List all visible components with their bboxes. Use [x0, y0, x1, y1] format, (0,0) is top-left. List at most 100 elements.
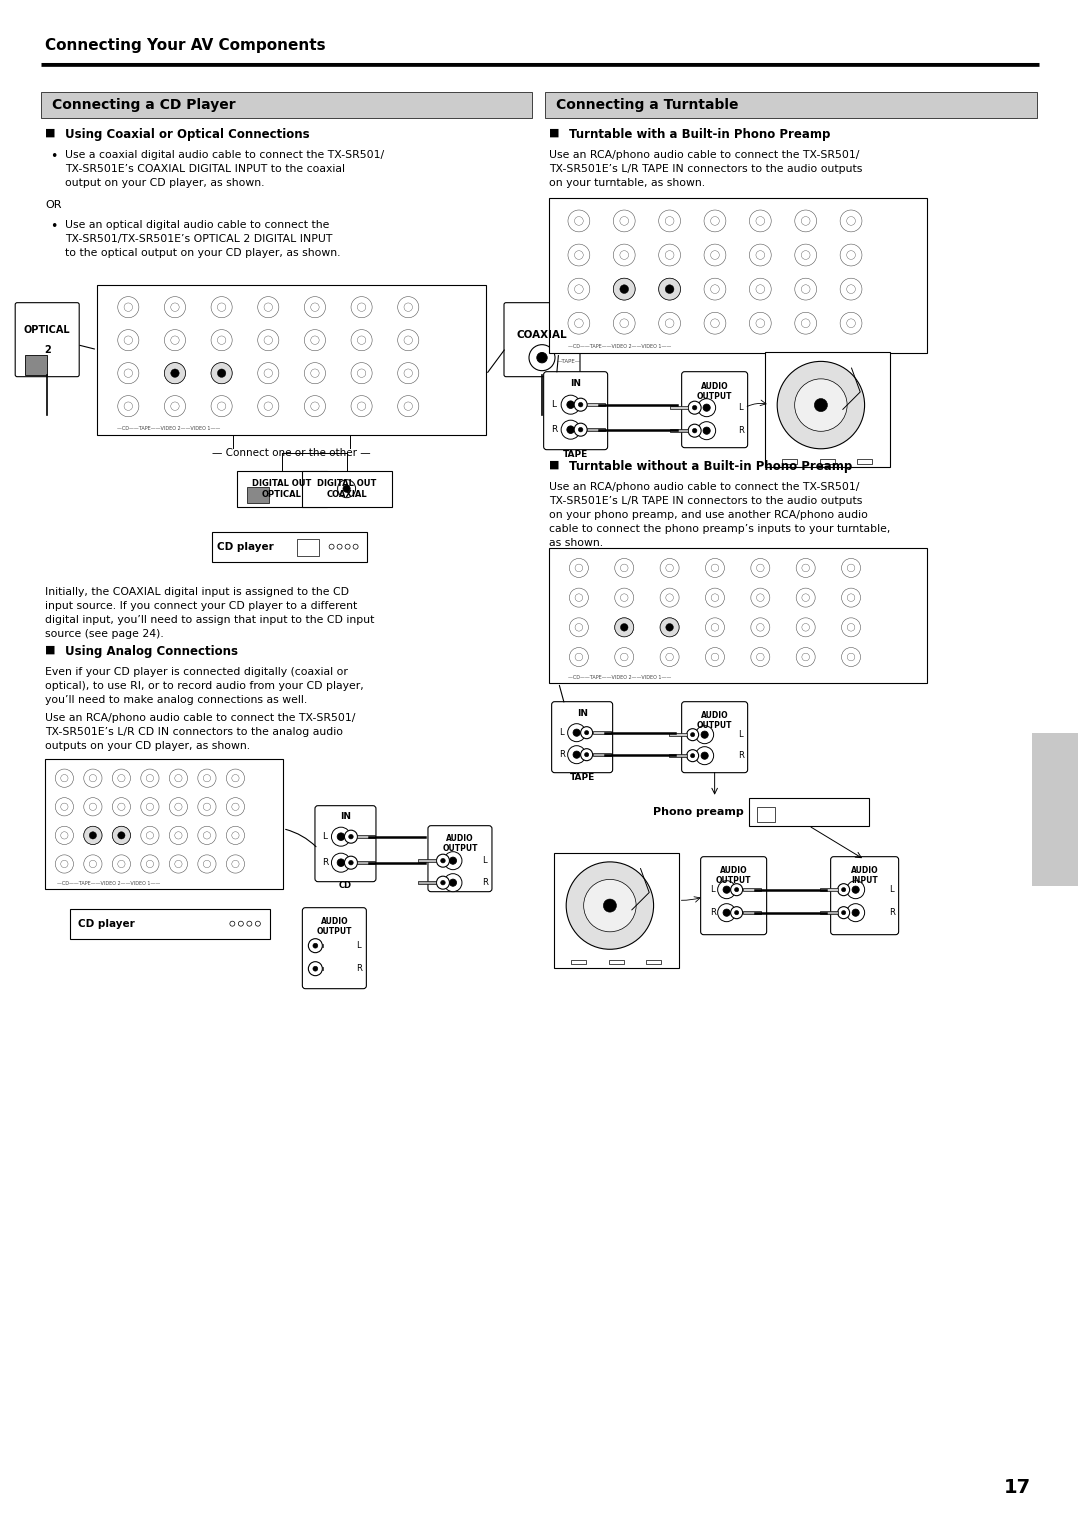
Circle shape [701, 730, 708, 738]
FancyBboxPatch shape [593, 753, 610, 756]
Text: OPTICAL: OPTICAL [24, 324, 70, 335]
Circle shape [84, 827, 102, 845]
FancyBboxPatch shape [669, 733, 687, 736]
FancyBboxPatch shape [545, 92, 1037, 118]
Text: ■: ■ [45, 645, 56, 654]
Circle shape [847, 880, 865, 898]
Circle shape [660, 617, 679, 637]
Circle shape [583, 879, 636, 932]
Circle shape [309, 938, 322, 952]
Text: Even if your CD player is connected digitally (coaxial or
optical), to use RI, o: Even if your CD player is connected digi… [45, 666, 364, 704]
FancyBboxPatch shape [70, 909, 270, 938]
FancyBboxPatch shape [588, 428, 605, 431]
Circle shape [349, 860, 353, 865]
Circle shape [349, 834, 353, 839]
Text: —CD——TAPE——VIDEO 2——VIDEO 1——: —CD——TAPE——VIDEO 2——VIDEO 1—— [117, 426, 220, 431]
FancyBboxPatch shape [301, 471, 392, 507]
Circle shape [613, 278, 635, 299]
Circle shape [692, 428, 697, 432]
FancyBboxPatch shape [25, 354, 48, 374]
FancyBboxPatch shape [646, 960, 661, 964]
Text: Using Coaxial or Optical Connections: Using Coaxial or Optical Connections [66, 128, 310, 141]
FancyBboxPatch shape [609, 960, 623, 964]
Circle shape [838, 906, 850, 918]
Circle shape [731, 906, 743, 918]
FancyBboxPatch shape [549, 197, 927, 353]
Text: L: L [551, 400, 555, 410]
FancyBboxPatch shape [554, 853, 678, 967]
FancyBboxPatch shape [302, 908, 366, 989]
Text: AUDIO
OUTPUT: AUDIO OUTPUT [716, 866, 752, 885]
Text: Turntable with a Built-in Phono Preamp: Turntable with a Built-in Phono Preamp [569, 128, 831, 141]
Circle shape [337, 859, 345, 866]
Circle shape [444, 874, 462, 892]
Circle shape [567, 426, 575, 434]
Circle shape [337, 833, 345, 840]
Circle shape [665, 623, 674, 631]
Text: AUDIO
OUTPUT: AUDIO OUTPUT [442, 834, 477, 853]
Text: Connecting a CD Player: Connecting a CD Player [52, 98, 235, 112]
FancyBboxPatch shape [593, 732, 610, 733]
Text: —TAPE—: —TAPE— [556, 359, 581, 364]
FancyBboxPatch shape [681, 371, 747, 448]
FancyBboxPatch shape [97, 284, 486, 434]
Text: TAPE: TAPE [563, 449, 589, 458]
Text: R: R [738, 426, 743, 435]
Circle shape [332, 853, 351, 872]
Circle shape [692, 405, 697, 410]
Circle shape [573, 729, 580, 736]
FancyBboxPatch shape [681, 701, 747, 773]
Text: R: R [322, 859, 328, 868]
Circle shape [734, 911, 739, 915]
FancyBboxPatch shape [765, 351, 890, 468]
Text: AUDIO
INPUT: AUDIO INPUT [851, 866, 878, 885]
Circle shape [573, 752, 580, 758]
FancyBboxPatch shape [357, 836, 376, 839]
Text: — Connect one or the other —: — Connect one or the other — [213, 448, 370, 458]
Text: Turntable without a Built-in Phono Preamp: Turntable without a Built-in Phono Pream… [569, 460, 852, 472]
Text: AUDIO
OUTPUT: AUDIO OUTPUT [697, 382, 732, 400]
FancyBboxPatch shape [549, 547, 927, 683]
Circle shape [852, 886, 860, 894]
FancyBboxPatch shape [743, 911, 760, 914]
Circle shape [529, 345, 555, 371]
Circle shape [690, 732, 694, 736]
Circle shape [338, 480, 355, 498]
Circle shape [703, 428, 711, 434]
FancyBboxPatch shape [315, 805, 376, 882]
Circle shape [449, 879, 457, 886]
Circle shape [436, 854, 449, 868]
Text: 2: 2 [44, 345, 51, 354]
Text: R: R [558, 750, 565, 759]
FancyBboxPatch shape [504, 303, 580, 377]
Circle shape [441, 859, 445, 863]
Text: L: L [356, 941, 361, 950]
FancyBboxPatch shape [1032, 733, 1078, 886]
Circle shape [814, 399, 827, 411]
Text: ■: ■ [45, 128, 56, 138]
FancyBboxPatch shape [297, 539, 319, 556]
Circle shape [568, 746, 585, 764]
Circle shape [567, 400, 575, 408]
Circle shape [164, 362, 186, 384]
Circle shape [118, 831, 125, 839]
Circle shape [90, 831, 96, 839]
Circle shape [444, 851, 462, 869]
Circle shape [579, 428, 583, 432]
Text: L: L [710, 885, 714, 894]
Text: ■: ■ [549, 128, 559, 138]
Circle shape [687, 750, 699, 761]
Text: —CD——TAPE——VIDEO 2——VIDEO 1——: —CD——TAPE——VIDEO 2——VIDEO 1—— [568, 344, 671, 348]
Circle shape [696, 726, 714, 744]
Text: L: L [889, 885, 893, 894]
Circle shape [345, 830, 357, 843]
Circle shape [604, 898, 617, 912]
Text: CD player: CD player [79, 918, 135, 929]
Text: R: R [551, 425, 557, 434]
FancyBboxPatch shape [831, 857, 899, 935]
Circle shape [615, 617, 634, 637]
FancyBboxPatch shape [418, 859, 436, 862]
FancyBboxPatch shape [701, 857, 767, 935]
Text: L: L [322, 833, 327, 842]
Text: Using Analog Connections: Using Analog Connections [66, 645, 239, 657]
